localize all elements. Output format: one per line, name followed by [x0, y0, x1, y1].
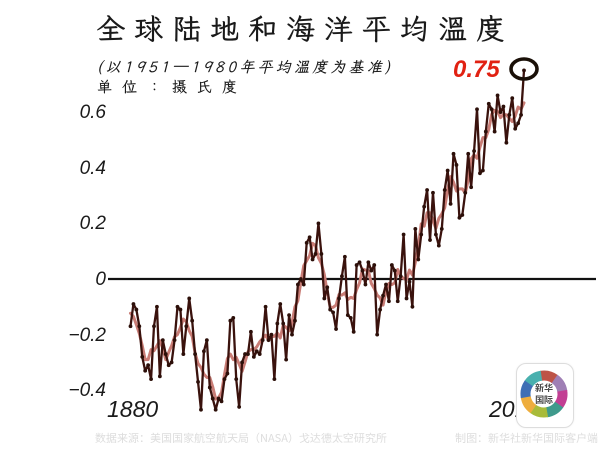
svg-text:国际: 国际: [535, 393, 554, 406]
